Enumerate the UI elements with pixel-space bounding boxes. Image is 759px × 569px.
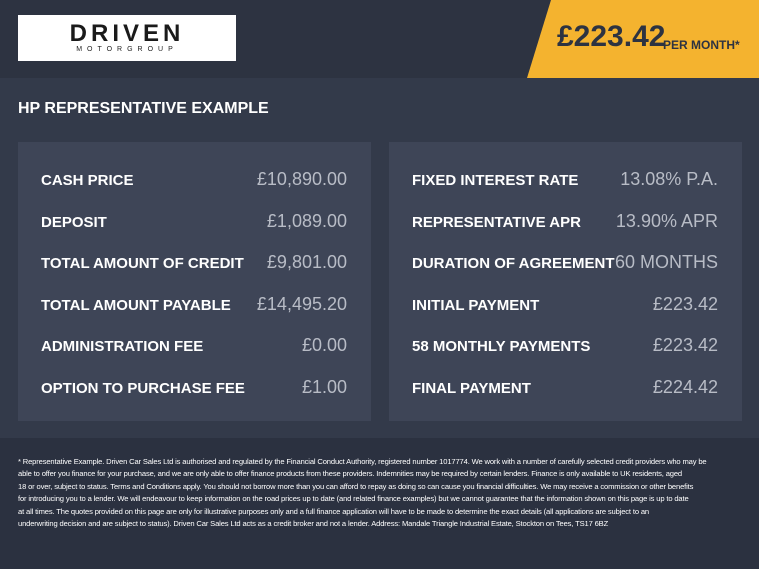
row-label: DURATION OF AGREEMENT (412, 255, 615, 272)
row-label: DEPOSIT (41, 213, 107, 231)
row-label: ADMINISTRATION FEE (41, 338, 204, 355)
section-title: HP REPRESENTATIVE EXAMPLE (18, 100, 269, 117)
disclaimer-line: for introducing you to a lender. We will… (18, 494, 689, 504)
price-suffix: PER MONTH* (663, 38, 740, 52)
row-value: £1,089.00 (266, 210, 347, 231)
row-label: FIXED INTEREST RATE (412, 172, 579, 189)
row-value: £223.42 (652, 335, 718, 355)
row-value: £224.42 (652, 376, 718, 397)
disclaimer-line: * Representative Example. Driven Car Sal… (18, 457, 707, 466)
row-label: CASH PRICE (41, 172, 134, 189)
row-label: 58 MONTHLY PAYMENTS (412, 338, 591, 355)
row-value: £223.42 (652, 293, 718, 314)
row-value: £1.00 (301, 376, 347, 397)
price-badge (527, 0, 759, 78)
logo-name: DRIVEN (69, 20, 185, 47)
monthly-price: £223.42 (557, 20, 666, 53)
logo[interactable]: DRIVEN MOTORGROUP (18, 15, 236, 61)
row-label: TOTAL AMOUNT PAYABLE (41, 296, 231, 314)
row-label: TOTAL AMOUNT OF CREDIT (41, 255, 244, 272)
disclaimer-line: underwriting decision and are subject to… (18, 519, 609, 528)
disclaimer-line: 18 or over, subject to status. Terms and… (18, 481, 694, 491)
row-label: OPTION TO PURCHASE FEE (41, 379, 245, 397)
disclaimer-line: at all times. The quotes provided on thi… (18, 506, 649, 516)
row-value: £10,890.00 (256, 169, 347, 189)
info-panel: CASH PRICE £10,890.00 DEPOSIT £1,089.00 TOTA… (18, 142, 371, 421)
row-label: REPRESENTATIVE APR (412, 213, 581, 231)
logo-tagline: MOTORGROUP (76, 46, 178, 53)
row-label: FINAL PAYMENT (412, 379, 531, 397)
row-value: £9,801.00 (266, 252, 347, 272)
footer: * Representative Example. Driven Car Sal… (0, 438, 759, 569)
info-panel: FIXED INTEREST RATE 13.08% P.A. REPRESENTA… (389, 142, 742, 421)
disclaimer-line: able to offer you finance for your purch… (18, 469, 683, 479)
row-value: 13.08% P.A. (620, 169, 718, 189)
row-value: 13.90% APR (615, 210, 718, 231)
row-value: £0.00 (301, 335, 347, 355)
row-value: £14,495.20 (256, 293, 347, 314)
row-value: 60 MONTHS (614, 252, 718, 272)
row-label: INITIAL PAYMENT (412, 296, 540, 314)
